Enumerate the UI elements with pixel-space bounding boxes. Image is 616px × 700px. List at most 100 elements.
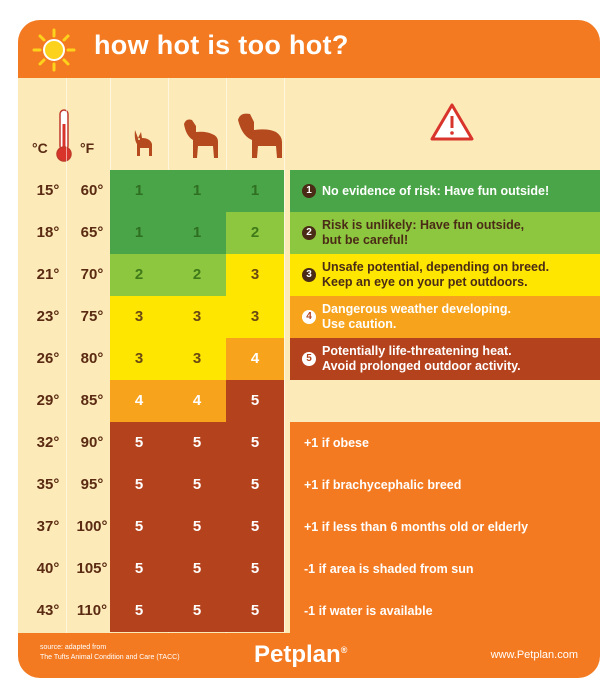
large-dog-risk: 5 <box>226 422 284 464</box>
celsius-value: 43° <box>36 602 60 619</box>
footer: source: adapted from The Tufts Animal Co… <box>18 633 600 678</box>
sun-icon <box>32 28 76 72</box>
medium-dog-risk: 5 <box>168 464 226 506</box>
source-credit: source: adapted from The Tufts Animal Co… <box>40 643 180 663</box>
thermometer-icon <box>56 109 72 162</box>
celsius-value: 40° <box>36 560 60 577</box>
risk-level-number: 1 <box>302 184 316 198</box>
table-rows: 15° 60° 1 1 1 1 No evidence of risk: Hav… <box>18 170 600 632</box>
fahrenheit-value: 75° <box>80 308 104 325</box>
risk-level-1: 1 No evidence of risk: Have fun outside! <box>290 170 600 212</box>
medium-dog-risk: 3 <box>168 296 226 338</box>
celsius-value: 32° <box>36 434 60 451</box>
large-dog-risk: 5 <box>226 464 284 506</box>
table-row: 21° 70° 2 2 3 3 Unsafe potential, depend… <box>18 254 600 296</box>
fahrenheit-value: 100° <box>76 518 108 535</box>
risk-level-text: Potentially life-threatening heat. <box>322 344 512 358</box>
risk-level-number: 2 <box>302 226 316 240</box>
risk-table: °C °F <box>18 78 600 633</box>
celsius-value: 37° <box>36 518 60 535</box>
risk-level-2: 2 Risk is unlikely: Have fun outside, but… <box>290 212 600 254</box>
medium-dog-risk: 2 <box>168 254 226 296</box>
medium-dog-icon <box>184 119 218 158</box>
celsius-value: 18° <box>36 224 60 241</box>
risk-level-text-line2: Use caution. <box>322 317 397 331</box>
large-dog-icon <box>238 113 282 158</box>
risk-level-number: 4 <box>302 310 316 324</box>
medium-dog-risk: 3 <box>168 338 226 380</box>
celsius-value: 26° <box>36 350 60 367</box>
large-dog-risk: 1 <box>226 170 284 212</box>
header-icon-row: °C °F <box>18 78 600 170</box>
fahrenheit-value: 85° <box>80 392 104 409</box>
small-dog-risk: 4 <box>110 380 168 422</box>
small-dog-risk: 5 <box>110 506 168 548</box>
fahrenheit-value: 105° <box>76 560 108 577</box>
warning-triangle-icon <box>430 103 474 141</box>
small-dog-risk: 5 <box>110 590 168 632</box>
medium-dog-risk: 1 <box>168 212 226 254</box>
table-row: 35° 95° 5 5 5 +1 if brachycephalic breed <box>18 464 600 506</box>
celsius-value: 15° <box>36 182 60 199</box>
large-dog-risk: 4 <box>226 338 284 380</box>
risk-level-text: Dangerous weather developing. <box>322 302 511 316</box>
table-row: 40° 105° 5 5 5 -1 if area is shaded from… <box>18 548 600 590</box>
source-line-2: The Tufts Animal Condition and Care (TAC… <box>40 654 180 661</box>
medium-dog-risk: 4 <box>168 380 226 422</box>
small-dog-risk: 1 <box>110 170 168 212</box>
large-dog-risk: 5 <box>226 380 284 422</box>
risk-level-text-line2: Avoid prolonged outdoor activity. <box>322 359 521 373</box>
fahrenheit-value: 90° <box>80 434 104 451</box>
large-dog-risk: 5 <box>226 590 284 632</box>
risk-level-text-line2: but be careful! <box>322 233 409 247</box>
brand-logo: Petplan® <box>254 641 347 669</box>
divider <box>66 78 67 633</box>
celsius-value: 35° <box>36 476 60 493</box>
heat-chart-card: how hot is too hot? °C °F <box>18 20 600 678</box>
medium-dog-risk: 5 <box>168 548 226 590</box>
brand-registered-mark: ® <box>340 645 348 655</box>
table-row: 43° 110° 5 5 5 -1 if water is available <box>18 590 600 632</box>
risk-level-number: 5 <box>302 352 316 366</box>
divider <box>284 78 285 633</box>
small-dog-risk: 3 <box>110 296 168 338</box>
celsius-value: 21° <box>36 266 60 283</box>
modifier-water: -1 if water is available <box>304 604 433 618</box>
risk-level-text-line2: Keep an eye on your pet outdoors. <box>322 275 528 289</box>
modifier-obese: +1 if obese <box>304 436 369 450</box>
large-dog-risk: 3 <box>226 296 284 338</box>
header: how hot is too hot? <box>18 20 600 78</box>
website-link[interactable]: www.Petplan.com <box>490 649 578 661</box>
table-row: 37° 100° 5 5 5 +1 if less than 6 months … <box>18 506 600 548</box>
small-dog-risk: 5 <box>110 464 168 506</box>
table-row: 23° 75° 3 3 3 4 Dangerous weather develo… <box>18 296 600 338</box>
celsius-value: 29° <box>36 392 60 409</box>
small-dog-icon <box>134 130 152 156</box>
risk-level-5: 5 Potentially life-threatening heat. Avoi… <box>290 338 600 380</box>
page-title: how hot is too hot? <box>94 30 349 60</box>
medium-dog-risk: 5 <box>168 422 226 464</box>
celsius-value: 23° <box>36 308 60 325</box>
source-line-1: source: adapted from <box>40 644 107 651</box>
small-dog-risk: 1 <box>110 212 168 254</box>
small-dog-risk: 5 <box>110 422 168 464</box>
fahrenheit-value: 80° <box>80 350 104 367</box>
medium-dog-risk: 5 <box>168 590 226 632</box>
fahrenheit-value: 110° <box>76 602 108 619</box>
modifier-age: +1 if less than 6 months old or elderly <box>304 520 529 534</box>
table-row: 26° 80° 3 3 4 5 Potentially life-threate… <box>18 338 600 380</box>
risk-level-3: 3 Unsafe potential, depending on breed. K… <box>290 254 600 296</box>
table-row: 32° 90° 5 5 5 +1 if obese <box>18 422 600 464</box>
fahrenheit-value: 65° <box>80 224 104 241</box>
small-dog-risk: 5 <box>110 548 168 590</box>
modifier-shade: -1 if area is shaded from sun <box>304 562 474 576</box>
table-row: 18° 65° 1 1 2 2 Risk is unlikely: Have f… <box>18 212 600 254</box>
large-dog-risk: 5 <box>226 548 284 590</box>
celsius-label: °C <box>32 140 48 156</box>
risk-level-4: 4 Dangerous weather developing. Use cauti… <box>290 296 600 338</box>
medium-dog-risk: 1 <box>168 170 226 212</box>
large-dog-risk: 2 <box>226 212 284 254</box>
risk-level-text: No evidence of risk: Have fun outside! <box>322 183 550 198</box>
medium-dog-risk: 5 <box>168 506 226 548</box>
modifier-brachycephalic: +1 if brachycephalic breed <box>304 478 462 492</box>
